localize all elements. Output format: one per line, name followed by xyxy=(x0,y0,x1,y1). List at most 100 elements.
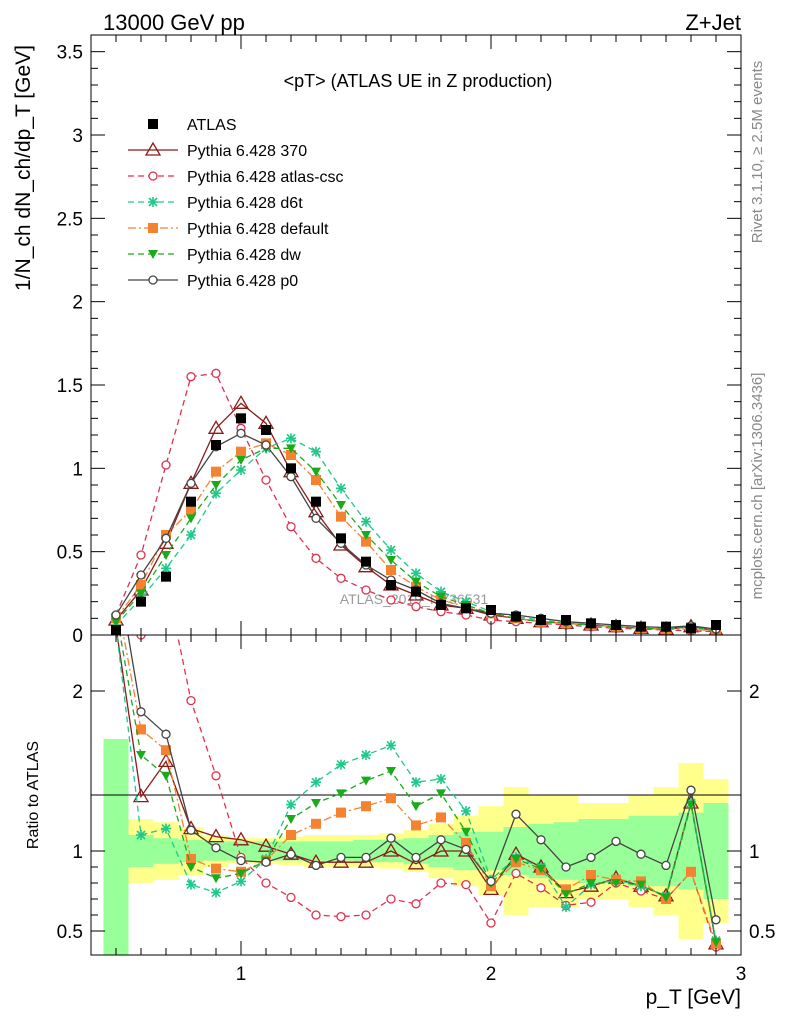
ratio-point xyxy=(112,527,120,535)
legend-marker xyxy=(148,275,158,285)
data-point xyxy=(411,586,421,597)
data-point xyxy=(311,496,321,507)
series-point xyxy=(186,530,196,540)
ratio-point xyxy=(286,892,296,903)
ratio-panel-series xyxy=(111,527,725,952)
ratio-point xyxy=(511,855,521,864)
ratio-point xyxy=(561,902,571,912)
ratio-point xyxy=(386,793,396,804)
ratio-point xyxy=(711,915,721,925)
data-point xyxy=(211,440,221,450)
ratio-point xyxy=(436,878,446,888)
series-point xyxy=(336,483,346,494)
ratio-point xyxy=(261,878,271,888)
series-point xyxy=(336,573,346,583)
data-point xyxy=(261,425,271,435)
ratio-point xyxy=(311,910,321,920)
ratio-point xyxy=(361,852,371,863)
ratio-point xyxy=(436,789,446,799)
series-point xyxy=(211,466,221,477)
series-point xyxy=(386,595,396,605)
ratio-point xyxy=(686,866,696,877)
ratio-point xyxy=(336,911,346,922)
series-point xyxy=(361,516,371,527)
ratio-point xyxy=(161,771,171,781)
x-tick-label: 2 xyxy=(486,964,497,985)
ratio-uncertainty-bands xyxy=(103,739,729,955)
ratio-point xyxy=(386,740,396,751)
ratio-band-stat xyxy=(228,841,254,861)
data-point xyxy=(661,621,671,632)
ratio-point xyxy=(211,863,221,874)
ratio-point xyxy=(486,918,496,928)
ratio-point xyxy=(157,753,175,768)
ratio-point xyxy=(286,815,296,824)
x-tick-label: 1 xyxy=(236,964,247,985)
ratio-point xyxy=(561,884,571,895)
data-point xyxy=(586,618,596,629)
ratio-point xyxy=(286,849,296,859)
ratio-tick-label: 2 xyxy=(72,682,83,703)
y-tick-label: 3 xyxy=(72,126,83,147)
ratio-point xyxy=(686,785,696,795)
ratio-point xyxy=(336,789,346,799)
ratio-point xyxy=(611,836,621,847)
ratio-band-stat xyxy=(128,835,154,867)
data-point xyxy=(561,615,571,625)
series-point xyxy=(136,580,146,590)
series-point xyxy=(236,446,246,457)
ratio-point xyxy=(161,745,171,756)
axis-tick-labels: 1 2 3 0 0.5 1 1.5 2 2.5 3 3.5 0.5 0.5 1 1 2 2 xyxy=(57,43,776,985)
series-point xyxy=(186,514,196,524)
axis-ticks xyxy=(91,34,742,955)
ratio-point xyxy=(411,899,421,909)
data-point xyxy=(136,596,146,607)
ratio-point xyxy=(636,880,646,890)
series-point xyxy=(232,395,250,409)
series-point xyxy=(111,617,121,627)
ratio-point xyxy=(236,869,246,879)
series-point xyxy=(311,513,321,523)
data-point xyxy=(186,496,196,507)
ratio-point xyxy=(536,835,546,845)
ratio-point xyxy=(211,843,221,853)
ratio-point xyxy=(536,864,546,874)
ratio-point xyxy=(111,590,121,600)
ratio-point xyxy=(461,844,471,855)
ratio-point xyxy=(286,830,296,840)
series-point xyxy=(236,465,246,475)
ratio-point xyxy=(361,750,371,760)
ratio-point xyxy=(207,828,225,843)
ratio-point xyxy=(586,879,596,888)
ratio-point xyxy=(661,860,671,871)
ratio-band-stat xyxy=(103,739,129,955)
ratio-point xyxy=(136,751,146,760)
ratio-point xyxy=(661,893,671,903)
series-point xyxy=(411,602,421,612)
ratio-point xyxy=(136,707,146,717)
series-point xyxy=(286,450,296,460)
data-point xyxy=(236,413,246,424)
legend-label: ATLAS xyxy=(187,117,237,134)
y-tick-label: 0 xyxy=(72,626,83,647)
header-process: Z+Jet xyxy=(685,10,741,35)
ratio-point xyxy=(611,879,621,888)
x-tick-label: 3 xyxy=(736,964,747,985)
data-point xyxy=(711,620,721,630)
series-point xyxy=(236,428,246,438)
ratio-point xyxy=(561,862,571,872)
ratio-point xyxy=(432,842,450,857)
ratio-point xyxy=(361,910,371,920)
series-point xyxy=(136,570,146,580)
ratio-point xyxy=(511,868,521,879)
data-point xyxy=(636,621,646,632)
ratio-tick-label-right: 0.5 xyxy=(749,922,775,943)
ratio-point xyxy=(711,938,721,948)
ratio-point xyxy=(361,776,371,786)
y-tick-label: 3.5 xyxy=(57,43,83,64)
series-point xyxy=(386,556,396,565)
series-point xyxy=(236,456,246,465)
ratio-point xyxy=(232,831,250,846)
ratio-point xyxy=(361,801,371,812)
ratio-point xyxy=(311,860,321,871)
